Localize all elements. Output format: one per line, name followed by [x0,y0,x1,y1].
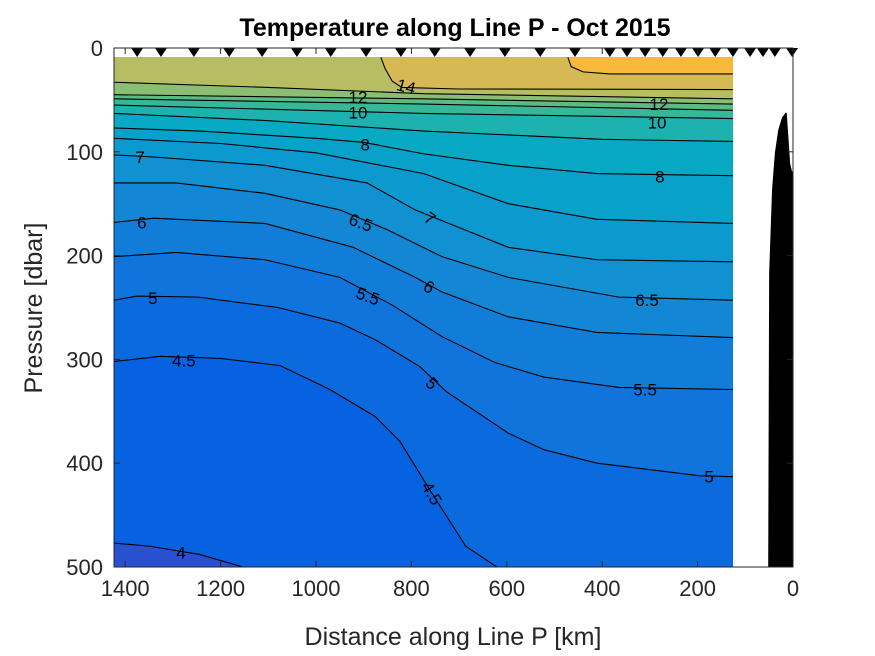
contour-label: 4 [176,543,185,562]
contour-line-6-5 [114,182,733,301]
contour-fills [114,57,733,567]
y-axis-label: Pressure [dbar] [20,223,48,394]
station-marker [290,48,303,57]
station-marker [786,48,799,57]
contour-label: 8 [655,168,664,187]
station-marker [709,48,722,57]
station-markers [131,48,799,57]
station-marker [131,48,144,57]
station-marker [569,48,582,57]
y-axis: 0 100 200 300 400 500 [66,36,793,580]
x-tick-label: 400 [584,576,621,601]
contour-label: 12 [650,95,669,114]
contour-label: 10 [349,103,368,122]
x-tick-label: 0 [787,576,799,601]
contour-label: 7 [135,148,144,167]
station-marker [726,48,739,57]
x-tick-label: 600 [488,576,525,601]
bathymetry [765,112,793,567]
y-tick-label: 400 [66,451,103,476]
contour-line-4 [114,542,244,567]
station-marker [744,48,757,57]
station-marker [256,48,269,57]
contour-line-5-5 [114,251,733,391]
station-marker [223,48,236,57]
contour-line-5 [114,295,733,478]
contour-line-7 [114,154,733,263]
station-marker [756,48,769,57]
x-tick-label: 1000 [292,576,341,601]
contour-line-15 [567,57,733,75]
contour-line-12 [114,94,733,105]
contour-label: 5.5 [633,381,657,400]
contour-label: 10 [648,114,667,133]
contour-label: 5 [148,289,157,308]
chart-title: Temperature along Line P - Oct 2015 [239,14,670,42]
contour-line-11 [114,98,733,111]
y-tick-label: 500 [66,555,103,580]
station-marker [428,48,441,57]
contour-label: 5 [704,468,713,487]
station-marker [154,48,167,57]
station-marker [324,48,337,57]
x-tick-label: 1200 [196,576,245,601]
contour-line-9 [114,112,733,142]
contour-line-7-5 [114,137,733,224]
seafloor-bathymetry [765,112,793,567]
station-marker [394,48,407,57]
station-marker [639,48,652,57]
x-axis-label: Distance along Line P [km] [305,623,602,651]
contour-label: 14 [394,75,417,98]
contour-line-10 [114,104,733,120]
x-axis: 1400 1200 1000 800 600 400 200 0 [101,48,799,601]
band-above-15 [567,57,733,74]
contour-line-8 [114,127,733,177]
station-marker [674,48,687,57]
contour-label: 4.5 [172,351,196,370]
contour-line-6 [114,217,733,339]
y-tick-label: 0 [91,36,103,61]
contour-line-14 [380,57,733,91]
contour-label: 8 [360,136,369,155]
contour-line-4-5 [114,355,498,567]
x-tick-label: 1400 [101,576,150,601]
station-marker [621,48,634,57]
contour-label: 6.5 [635,291,659,310]
station-marker [187,48,200,57]
y-tick-label: 200 [66,244,103,269]
contour-label: 12 [349,88,368,107]
station-marker [656,48,669,57]
station-marker [360,48,373,57]
axes-box [113,47,794,568]
station-marker [768,48,781,57]
y-tick-label: 300 [66,347,103,372]
contour-line-13 [114,81,733,100]
station-marker [498,48,511,57]
station-marker [464,48,477,57]
y-tick-label: 100 [66,140,103,165]
x-tick-label: 800 [393,576,430,601]
x-tick-label: 200 [679,576,716,601]
station-marker [534,48,547,57]
contour-lines [114,57,733,567]
contour-label: 6 [137,213,146,232]
station-marker [603,48,616,57]
